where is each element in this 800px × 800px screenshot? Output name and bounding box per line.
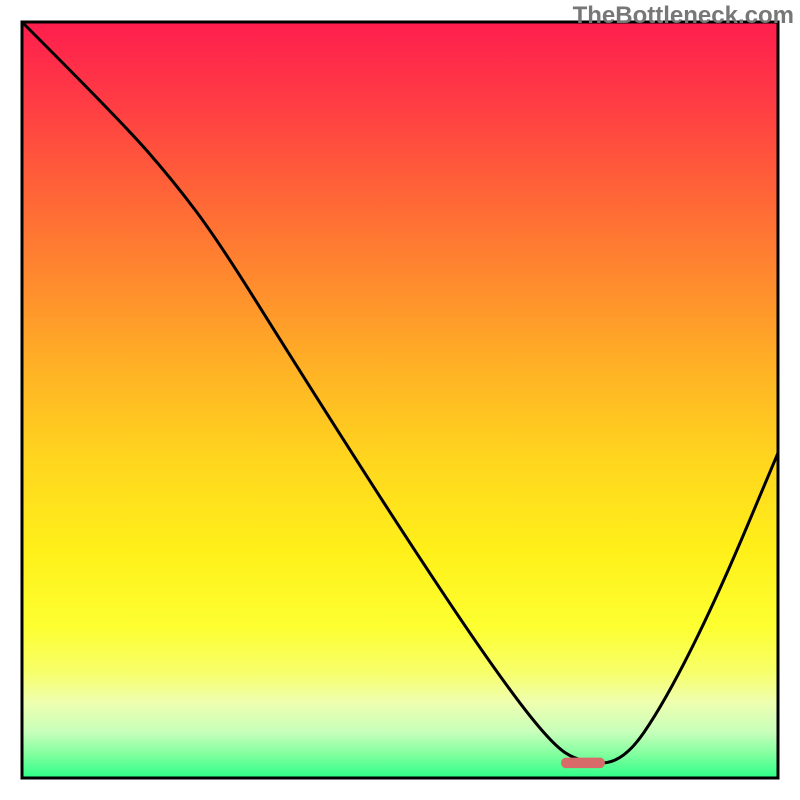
optimal-marker <box>561 758 605 769</box>
bottleneck-chart: TheBottleneck.com <box>0 0 800 800</box>
watermark-text: TheBottleneck.com <box>573 2 794 30</box>
chart-canvas <box>0 0 800 800</box>
plot-background <box>22 22 778 778</box>
